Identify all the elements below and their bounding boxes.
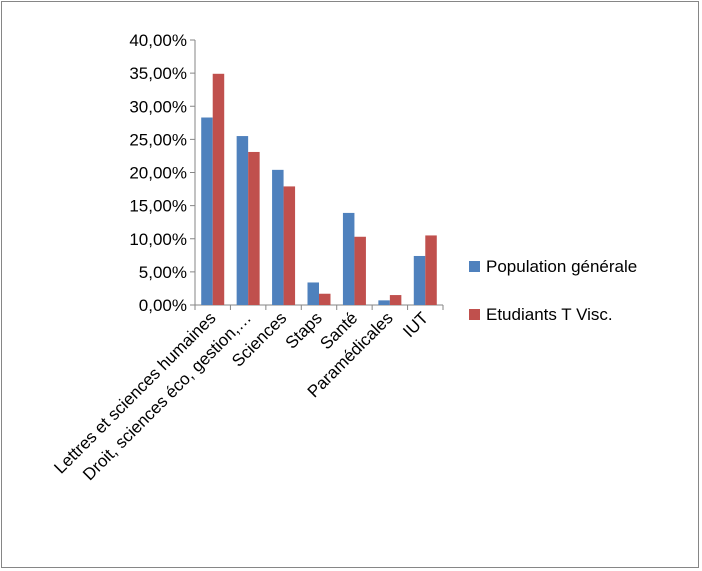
bar xyxy=(389,295,402,305)
legend-label: Etudiants T Visc. xyxy=(486,305,613,324)
bar xyxy=(342,212,355,305)
bar xyxy=(354,236,366,305)
y-tick-label: 25,00% xyxy=(129,130,187,149)
y-tick-label: 40,00% xyxy=(129,31,187,50)
bar xyxy=(248,151,260,305)
bar xyxy=(425,235,437,305)
bar xyxy=(378,300,390,305)
legend-label: Population générale xyxy=(486,257,637,276)
x-category-label: IUT xyxy=(399,308,432,341)
bar xyxy=(307,282,319,305)
legend-swatch xyxy=(469,309,480,320)
bar xyxy=(201,117,213,305)
x-category-label: Droit, sciences éco, gestion,… xyxy=(79,308,255,484)
y-tick-label: 5,00% xyxy=(139,263,187,282)
y-tick-label: 15,00% xyxy=(129,197,187,216)
bar xyxy=(236,136,249,305)
chart-bars xyxy=(201,73,437,305)
y-axis-ticks: 0,00% 5,00% 10,00% 15,00% 20,00% 25,00% 30,00%… xyxy=(129,31,195,315)
bar xyxy=(413,255,426,305)
y-tick-label: 35,00% xyxy=(129,64,187,83)
x-category-label: Lettres et sciences humaines xyxy=(50,308,219,477)
chart-legend: Population générale Etudiants T Visc. xyxy=(469,257,637,324)
y-tick-label: 0,00% xyxy=(139,296,187,315)
x-category-label: Staps xyxy=(282,308,326,352)
bar xyxy=(283,186,296,305)
bar xyxy=(212,73,225,305)
y-tick-label: 30,00% xyxy=(129,97,187,116)
y-tick-label: 10,00% xyxy=(129,230,187,249)
legend-swatch xyxy=(469,261,480,272)
bar xyxy=(319,293,331,305)
chart-axes xyxy=(194,40,444,310)
y-tick-label: 20,00% xyxy=(129,164,187,183)
bar xyxy=(272,169,284,305)
